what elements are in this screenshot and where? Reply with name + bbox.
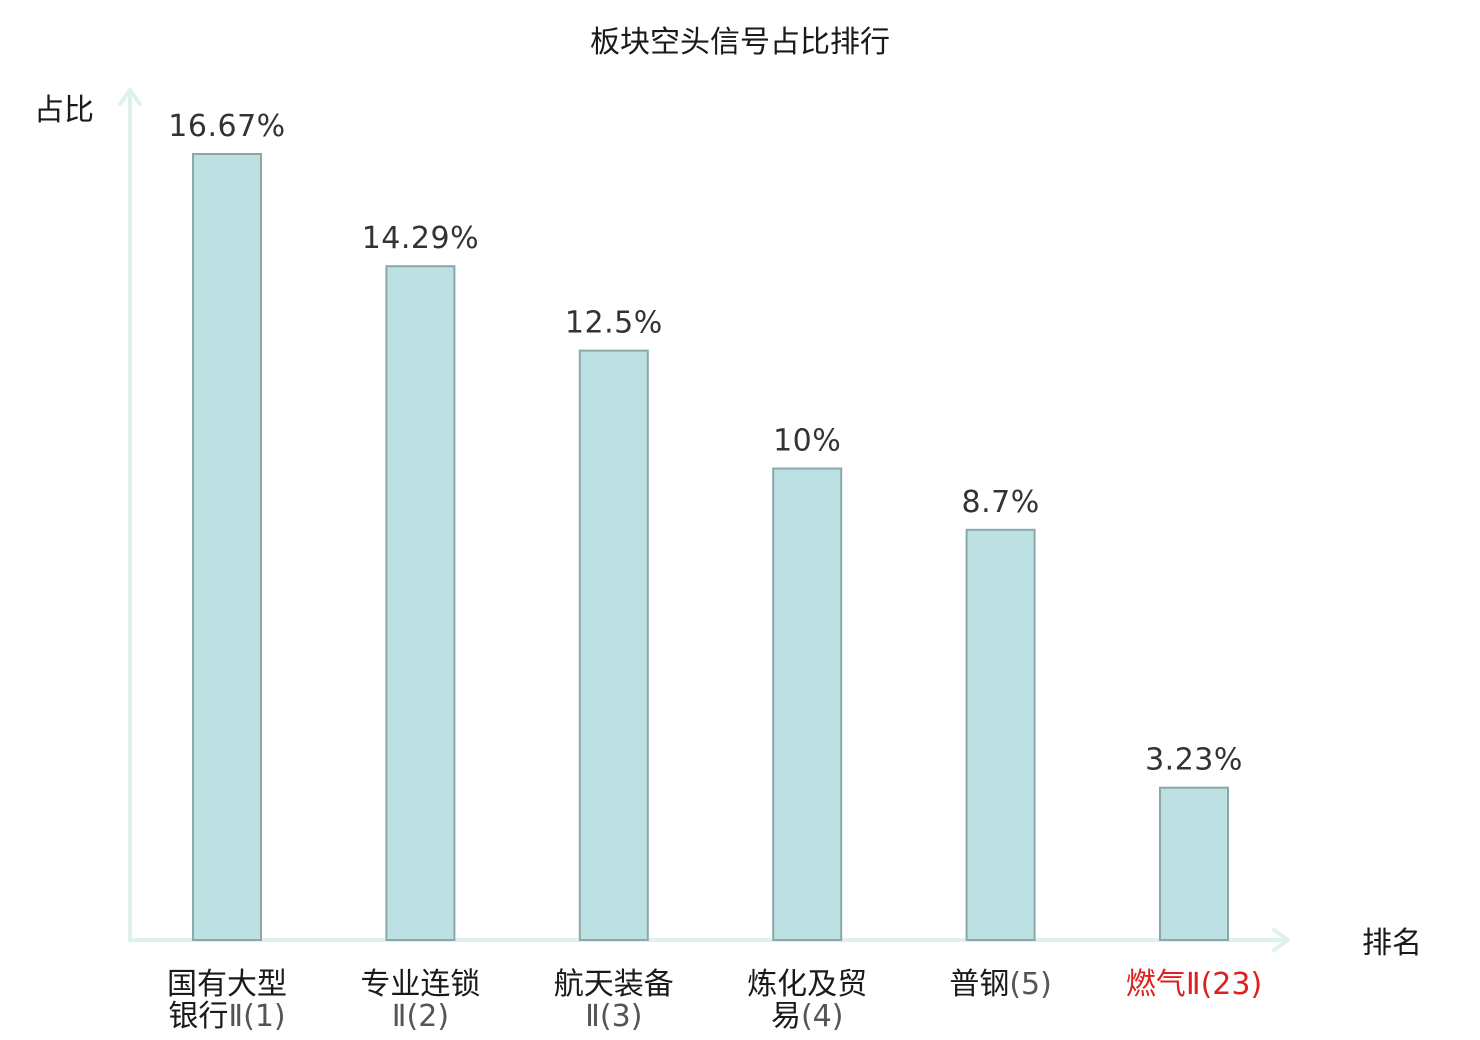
category-rank: (5): [1009, 967, 1052, 1002]
category-rank: Ⅱ(3): [585, 999, 642, 1034]
category-name: 炼化及贸: [747, 967, 867, 1002]
bar-4: [772, 467, 843, 941]
bar-6: [1159, 786, 1229, 942]
value-label-1: 16.67%: [168, 109, 285, 144]
x-axis-label: 排名: [1362, 926, 1422, 961]
x-axis: 排名: [128, 926, 1422, 961]
category-name: 专业连锁: [360, 967, 480, 1002]
category-name: 国有大型: [167, 967, 287, 1002]
x-axis-arrow: [1272, 928, 1290, 952]
category-name: 普钢: [949, 967, 1009, 1002]
value-label-6: 3.23%: [1145, 743, 1243, 778]
value-labels: 16.67% 14.29% 12.5% 10% 8.7% 3.23%: [168, 109, 1243, 778]
category-rank: (4): [801, 999, 844, 1034]
category-rank: Ⅱ(23): [1186, 967, 1262, 1002]
category-name: 燃气: [1126, 967, 1186, 1002]
value-label-4: 10%: [773, 423, 841, 458]
category-label-line: 银行Ⅱ(1): [168, 999, 285, 1034]
y-axis-label: 占比: [34, 93, 94, 128]
bar-2: [385, 265, 456, 941]
bar-5: [965, 528, 1036, 941]
category-label-line: 易(4): [771, 999, 844, 1034]
category-name: 银行: [168, 999, 228, 1034]
category-label-6: 燃气Ⅱ(23): [1126, 967, 1262, 1002]
category-label-line: 专业连锁: [360, 967, 480, 1002]
category-label-line: 普钢(5): [949, 967, 1052, 1002]
category-rank: Ⅱ(2): [392, 999, 449, 1034]
category-name: 航天装备: [554, 967, 674, 1002]
value-label-3: 12.5%: [565, 306, 663, 341]
category-rank: Ⅱ(1): [228, 999, 285, 1034]
category-label-line: 国有大型: [167, 967, 287, 1002]
bar-1: [192, 153, 262, 941]
y-axis-arrow: [118, 88, 142, 106]
category-label-line: Ⅱ(3): [585, 999, 642, 1034]
value-label-2: 14.29%: [362, 221, 479, 256]
y-axis: 占比: [34, 88, 142, 942]
category-label-line: Ⅱ(2): [392, 999, 449, 1034]
category-label-line: 炼化及贸: [747, 967, 867, 1002]
category-label-5: 普钢(5): [949, 967, 1052, 1002]
bars: [192, 153, 1229, 942]
category-name: 易: [771, 999, 801, 1034]
category-label-line: 燃气Ⅱ(23): [1126, 967, 1262, 1002]
bar-3: [578, 349, 649, 942]
chart-title: 板块空头信号占比排行: [590, 25, 890, 60]
category-label-line: 航天装备: [554, 967, 674, 1002]
value-label-5: 8.7%: [961, 485, 1039, 520]
